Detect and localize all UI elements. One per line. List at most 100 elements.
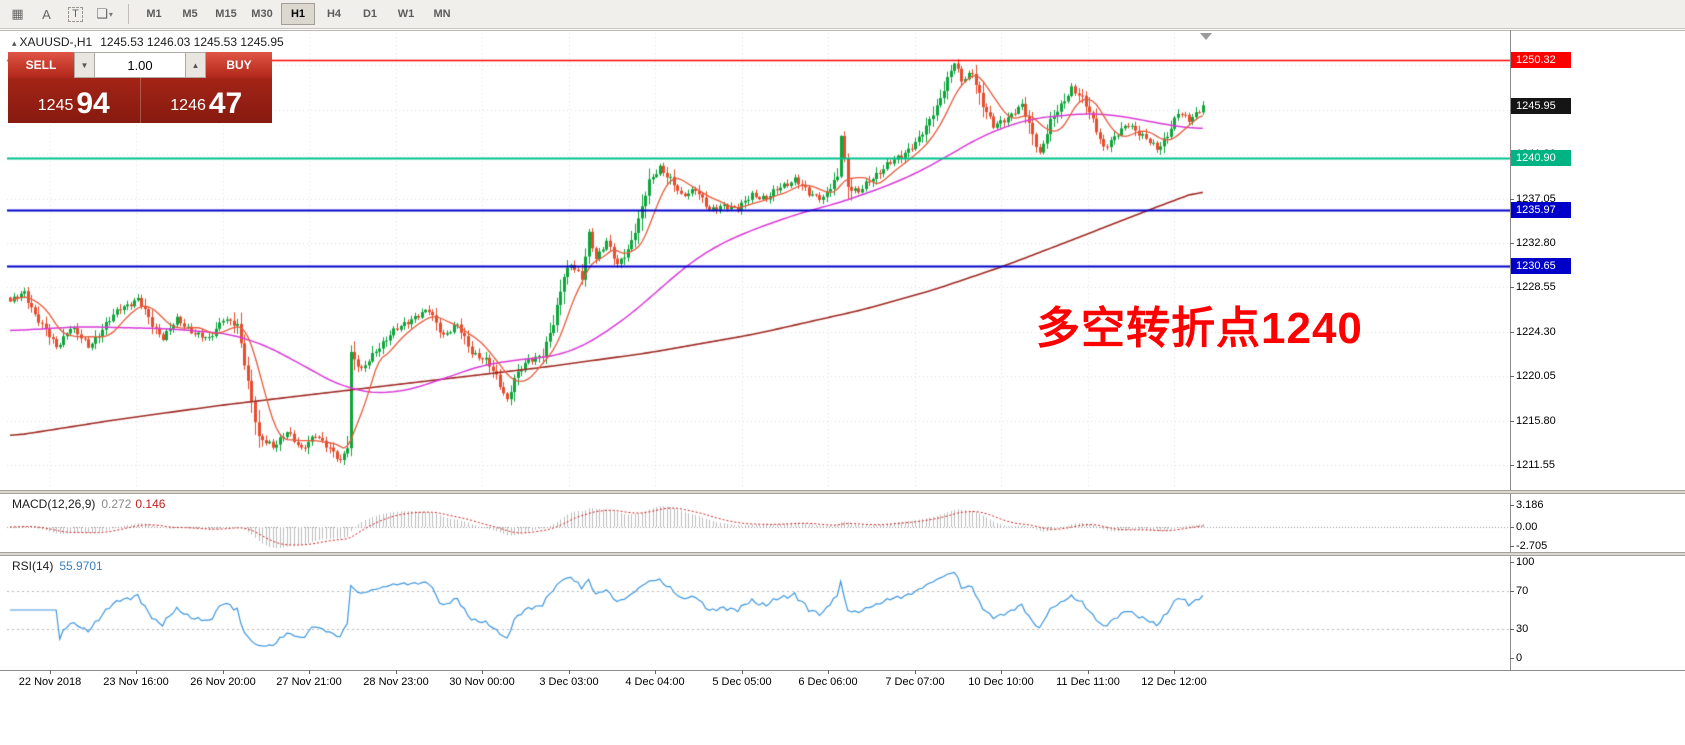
panel-splitter-macd[interactable] bbox=[0, 490, 1685, 494]
sell-price-pips: 94 bbox=[76, 87, 110, 120]
main-panel-top-border bbox=[0, 30, 1685, 31]
timeframe-buttons: M1 M5 M15 M30 H1 H4 D1 W1 MN bbox=[137, 3, 461, 25]
grid-icon: ▦ bbox=[11, 6, 24, 21]
time-axis-label: 7 Dec 07:00 bbox=[885, 676, 945, 688]
hline-price-badge: 1230.65 bbox=[1511, 258, 1571, 274]
grid-tool-button[interactable]: ▦ bbox=[4, 3, 31, 25]
toolbar-separator bbox=[128, 4, 129, 24]
rsi-value: 55.9701 bbox=[59, 559, 103, 573]
macd-name: MACD(12,26,9) bbox=[12, 497, 96, 511]
cursor-a-icon: A bbox=[42, 6, 51, 22]
price-axis-tick: 0.00 bbox=[1516, 521, 1538, 533]
time-axis-label: 3 Dec 03:00 bbox=[539, 676, 599, 688]
time-axis-label: 4 Dec 04:00 bbox=[625, 676, 685, 688]
macd-signal-value: 0.146 bbox=[135, 497, 166, 511]
buy-button[interactable]: BUY bbox=[206, 52, 272, 78]
price-axis-tick: 3.186 bbox=[1516, 499, 1544, 511]
timeframe-mn-button[interactable]: MN bbox=[433, 8, 451, 20]
sell-price-display[interactable]: 1245 94 bbox=[8, 78, 141, 123]
toolbar-tools: ▦ A T ❏ ▾ bbox=[4, 3, 120, 25]
objects-tool-button[interactable]: ❏ ▾ bbox=[91, 3, 118, 25]
time-axis-tick bbox=[1088, 670, 1089, 674]
chart-title: ▴ XAUUSD-,H1 1245.53 1246.03 1245.53 1245.… bbox=[12, 35, 284, 49]
time-axis-label: 27 Nov 21:00 bbox=[276, 676, 342, 688]
price-axis-tick: -2.705 bbox=[1516, 540, 1548, 552]
time-axis-tick bbox=[309, 670, 310, 674]
timeframe-m30-button[interactable]: M30 bbox=[251, 8, 273, 20]
macd-main-value: 0.272 bbox=[101, 497, 132, 511]
time-axis-label: 10 Dec 10:00 bbox=[968, 676, 1034, 688]
axis-tick-mark bbox=[1510, 421, 1514, 422]
time-axis-label: 6 Dec 06:00 bbox=[798, 676, 858, 688]
timeframe-m15-button[interactable]: M15 bbox=[215, 8, 237, 20]
rsi-label: RSI(14) 55.9701 bbox=[12, 559, 103, 573]
volume-input[interactable]: 1.00 bbox=[95, 52, 185, 78]
rsi-panel-canvas[interactable] bbox=[0, 556, 1510, 670]
volume-increase-button[interactable]: ▲ bbox=[185, 52, 206, 78]
time-axis-tick bbox=[742, 670, 743, 674]
volume-decrease-button[interactable]: ▼ bbox=[74, 52, 95, 78]
chart-symbol-label: XAUUSD-,H1 bbox=[19, 35, 93, 49]
time-axis-label: 23 Nov 16:00 bbox=[103, 676, 169, 688]
buy-price-display[interactable]: 1246 47 bbox=[141, 78, 273, 123]
hline-price-badge: 1235.97 bbox=[1511, 202, 1571, 218]
price-axis-tick: 100 bbox=[1516, 556, 1535, 568]
timeframe-w1-button[interactable]: W1 bbox=[397, 8, 415, 20]
timeframe-d1-button[interactable]: D1 bbox=[362, 8, 378, 20]
time-axis-tick bbox=[1001, 670, 1002, 674]
timeframe-h1-button[interactable]: H1 bbox=[281, 3, 315, 25]
chart-annotation-text: 多空转折点1240 bbox=[1036, 304, 1363, 353]
axis-tick-mark bbox=[1510, 629, 1514, 630]
price-axis-tick: 0 bbox=[1516, 652, 1523, 664]
price-axis-tick: 1220.05 bbox=[1516, 370, 1556, 382]
price-axis-tick: 30 bbox=[1516, 623, 1529, 635]
axis-tick-mark bbox=[1510, 287, 1514, 288]
time-axis-tick bbox=[828, 670, 829, 674]
time-axis-tick bbox=[396, 670, 397, 674]
hline-price-badge: 1240.90 bbox=[1511, 150, 1571, 166]
time-axis-label: 30 Nov 00:00 bbox=[449, 676, 515, 688]
cursor-tool-button[interactable]: A bbox=[33, 3, 60, 25]
time-axis-border bbox=[0, 670, 1685, 671]
one-click-trading-panel: SELL ▼ 1.00 ▲ BUY 1245 94 1246 47 bbox=[8, 52, 272, 123]
one-click-prices: 1245 94 1246 47 bbox=[8, 78, 272, 123]
timeframe-m1-button[interactable]: M1 bbox=[146, 8, 162, 20]
current-price-badge: 1245.95 bbox=[1511, 98, 1571, 114]
toolbar: ▦ A T ❏ ▾ M1 M5 M15 M30 H1 H4 D1 W1 MN bbox=[0, 0, 1685, 29]
time-axis-label: 26 Nov 20:00 bbox=[190, 676, 256, 688]
spinner-down-icon: ▼ bbox=[80, 60, 89, 70]
time-axis-label: 28 Nov 23:00 bbox=[363, 676, 429, 688]
time-axis-tick bbox=[50, 670, 51, 674]
time-axis-tick bbox=[1174, 670, 1175, 674]
timeframe-h4-button[interactable]: H4 bbox=[326, 8, 342, 20]
shapes-icon: ❏ bbox=[96, 6, 108, 21]
macd-label: MACD(12,26,9) 0.272 0.146 bbox=[12, 497, 165, 511]
time-axis-tick bbox=[915, 670, 916, 674]
price-axis-tick: 1211.55 bbox=[1516, 459, 1555, 471]
one-click-controls: SELL ▼ 1.00 ▲ BUY bbox=[8, 52, 272, 78]
sell-price-main: 1245 bbox=[37, 97, 74, 114]
time-axis-tick bbox=[223, 670, 224, 674]
text-label-tool-button[interactable]: T bbox=[62, 3, 89, 25]
axis-tick-mark bbox=[1510, 562, 1514, 563]
axis-tick-mark bbox=[1510, 527, 1514, 528]
time-axis-tick bbox=[655, 670, 656, 674]
axis-tick-mark bbox=[1510, 243, 1514, 244]
time-axis-tick bbox=[136, 670, 137, 674]
axis-tick-mark bbox=[1510, 332, 1514, 333]
time-axis-label: 5 Dec 05:00 bbox=[712, 676, 772, 688]
macd-panel-canvas[interactable] bbox=[0, 494, 1510, 552]
time-axis-tick bbox=[569, 670, 570, 674]
text-label-icon: T bbox=[68, 6, 83, 22]
sell-button[interactable]: SELL bbox=[8, 52, 74, 78]
price-axis-line bbox=[1510, 30, 1511, 670]
timeframe-m5-button[interactable]: M5 bbox=[182, 8, 198, 20]
panel-splitter-rsi[interactable] bbox=[0, 552, 1685, 556]
time-axis-tick bbox=[482, 670, 483, 674]
chart-shift-marker-icon bbox=[1200, 33, 1212, 40]
axis-tick-mark bbox=[1510, 658, 1514, 659]
axis-tick-mark bbox=[1510, 591, 1514, 592]
axis-tick-mark bbox=[1510, 546, 1514, 547]
time-axis-label: 11 Dec 11:00 bbox=[1056, 676, 1120, 688]
chevron-down-icon: ▾ bbox=[108, 9, 113, 19]
